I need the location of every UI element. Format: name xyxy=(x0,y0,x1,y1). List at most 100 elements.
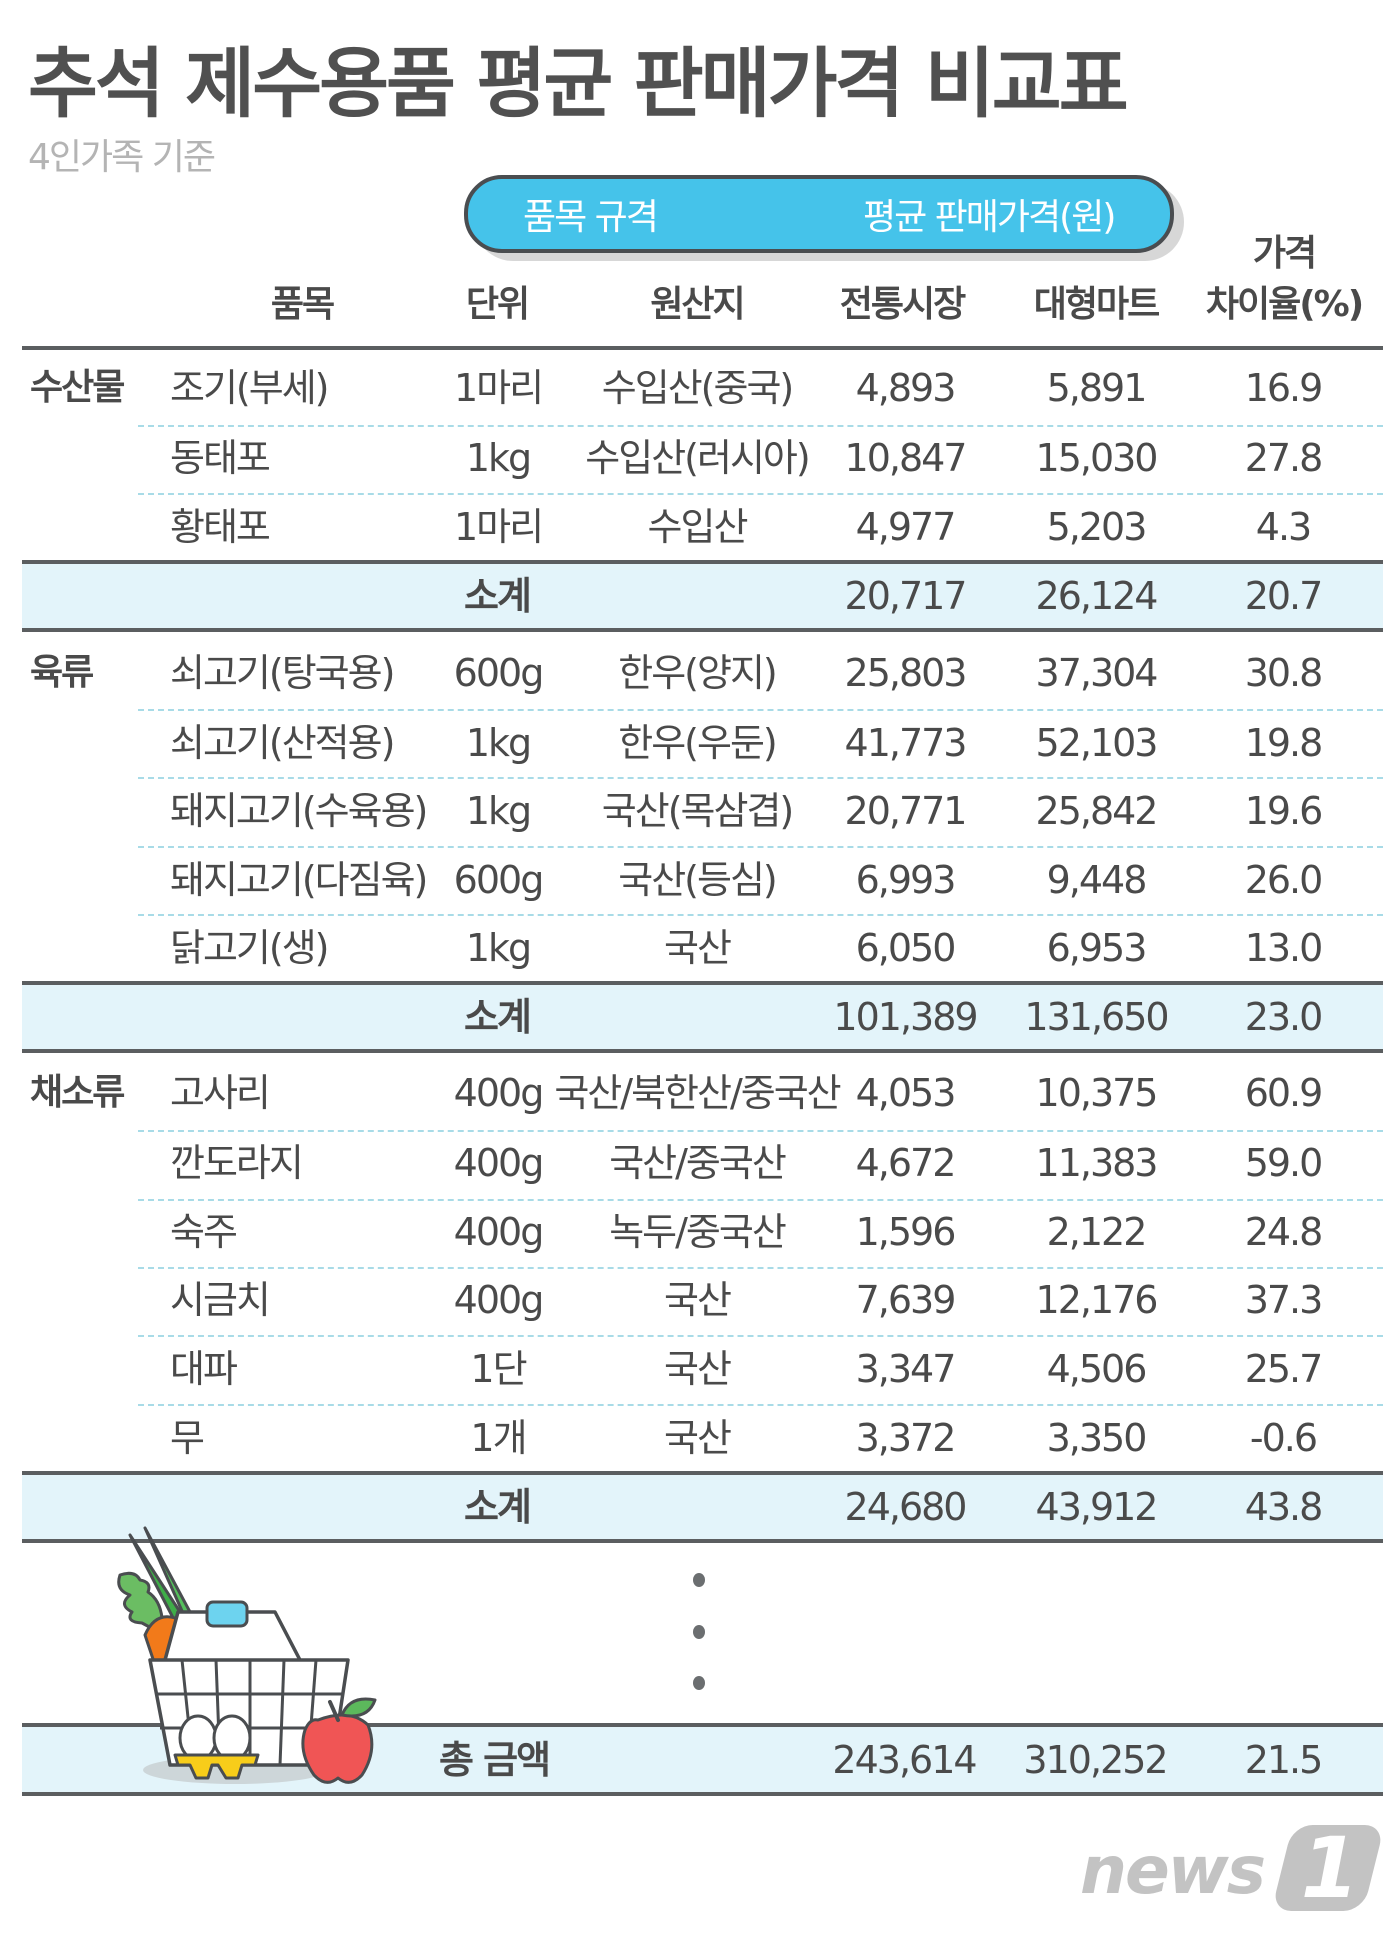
origin: 국산/중국산 xyxy=(609,1141,787,1185)
subtotal-rule-top xyxy=(22,981,1383,985)
subtotal-band xyxy=(22,562,1383,630)
row-divider xyxy=(138,777,1383,779)
origin: 국산 xyxy=(664,926,732,970)
item-name: 닭고기(생) xyxy=(170,926,329,970)
subtotal-traditional: 24,680 xyxy=(844,1485,968,1529)
mart-price: 5,203 xyxy=(1046,505,1148,549)
item-name: 숙주 xyxy=(170,1210,238,1254)
item-name: 돼지고기(수육용) xyxy=(170,789,428,833)
ellipsis-dot xyxy=(693,1573,705,1587)
item-name: 시금치 xyxy=(170,1278,271,1322)
traditional-price: 6,050 xyxy=(855,926,957,970)
traditional-price: 6,993 xyxy=(855,858,957,902)
row-divider xyxy=(138,846,1383,848)
item-name: 깐도라지 xyxy=(170,1141,304,1185)
traditional-price: 41,773 xyxy=(844,721,968,765)
mart-price: 3,350 xyxy=(1046,1416,1148,1460)
mart-price: 5,891 xyxy=(1046,366,1148,410)
unit: 600g xyxy=(453,651,545,695)
traditional-price: 1,596 xyxy=(855,1210,957,1254)
mart-price: 25,842 xyxy=(1035,789,1159,833)
item-name: 조기(부세) xyxy=(170,366,329,410)
ellipsis-dot xyxy=(693,1625,705,1639)
item-name: 황태포 xyxy=(170,505,271,549)
news-logo-text: news xyxy=(1080,1832,1266,1909)
item-name: 쇠고기(탕국용) xyxy=(170,651,395,695)
group-label-spec: 품목 규격 xyxy=(523,197,659,238)
subtotal-label: 소계 xyxy=(464,574,532,618)
subtotal-mart: 43,912 xyxy=(1035,1485,1159,1529)
subtotal-mart: 26,124 xyxy=(1035,574,1159,618)
item-name: 대파 xyxy=(170,1347,238,1391)
traditional-price: 25,803 xyxy=(844,651,968,695)
header-rule xyxy=(22,346,1383,350)
origin: 수입산(러시아) xyxy=(585,436,810,480)
column-header-large-mart: 대형마트 xyxy=(1033,284,1160,326)
origin: 국산/북한산/중국산 xyxy=(554,1071,841,1115)
traditional-price: 3,372 xyxy=(855,1416,957,1460)
column-header-item: 품목 xyxy=(270,284,335,326)
mart-price: 11,383 xyxy=(1035,1141,1159,1185)
subtotal-band xyxy=(22,983,1383,1051)
subtotal-rule-bottom xyxy=(22,1049,1383,1053)
price-diff: 13.0 xyxy=(1244,926,1324,970)
column-header-diff-line2: 차이율(%) xyxy=(1205,284,1364,326)
row-divider xyxy=(138,1267,1383,1269)
traditional-price: 4,893 xyxy=(855,366,957,410)
mart-price: 2,122 xyxy=(1046,1210,1148,1254)
unit: 1kg xyxy=(465,789,532,833)
row-divider xyxy=(138,709,1383,711)
column-header-unit: 단위 xyxy=(465,284,530,326)
mart-price: 52,103 xyxy=(1035,721,1159,765)
row-divider xyxy=(138,1199,1383,1201)
traditional-price: 4,053 xyxy=(855,1071,957,1115)
price-diff: 30.8 xyxy=(1244,651,1324,695)
price-diff: 60.9 xyxy=(1244,1071,1324,1115)
total-traditional: 243,614 xyxy=(832,1738,977,1782)
row-divider xyxy=(138,493,1383,495)
price-diff: 25.7 xyxy=(1244,1347,1324,1391)
unit: 1kg xyxy=(465,926,532,970)
unit: 1마리 xyxy=(453,505,544,549)
unit: 400g xyxy=(453,1071,545,1115)
unit: 1마리 xyxy=(453,366,544,410)
row-divider xyxy=(138,1335,1383,1337)
origin: 국산 xyxy=(664,1347,732,1391)
unit: 600g xyxy=(453,858,545,902)
origin: 국산(등심) xyxy=(618,858,777,902)
column-header-origin: 원산지 xyxy=(650,284,745,326)
category-label: 채소류 xyxy=(30,1072,125,1113)
subtotal-label: 소계 xyxy=(464,995,532,1039)
origin: 국산(목삼겹) xyxy=(601,789,794,833)
traditional-price: 4,672 xyxy=(855,1141,957,1185)
price-diff: 16.9 xyxy=(1244,366,1324,410)
unit: 1단 xyxy=(470,1347,527,1391)
mart-price: 15,030 xyxy=(1035,436,1159,480)
shopping-basket-icon xyxy=(117,1526,377,1784)
news-logo-number: 1 xyxy=(1300,1819,1360,1917)
row-divider xyxy=(138,1130,1383,1132)
price-diff: 19.8 xyxy=(1244,721,1324,765)
subtotal-rule-top xyxy=(22,1471,1383,1475)
mart-price: 10,375 xyxy=(1035,1071,1159,1115)
category-label: 수산물 xyxy=(30,367,125,408)
unit: 1개 xyxy=(470,1416,527,1460)
traditional-price: 3,347 xyxy=(855,1347,957,1391)
page-title: 추석 제수용품 평균 판매가격 비교표 xyxy=(28,39,1129,128)
mart-price: 12,176 xyxy=(1035,1278,1159,1322)
subtotal-rule-bottom xyxy=(22,628,1383,632)
mart-price: 4,506 xyxy=(1046,1347,1148,1391)
traditional-price: 20,771 xyxy=(844,789,968,833)
price-diff: -0.6 xyxy=(1249,1416,1318,1460)
unit: 1kg xyxy=(465,436,532,480)
unit: 400g xyxy=(453,1210,545,1254)
total-mart: 310,252 xyxy=(1023,1738,1168,1782)
row-divider xyxy=(138,425,1383,427)
subtotal-label: 소계 xyxy=(464,1485,532,1529)
ellipsis-dot xyxy=(693,1676,705,1690)
subtotal-rule-top xyxy=(22,560,1383,564)
item-name: 돼지고기(다짐육) xyxy=(170,858,428,902)
traditional-price: 10,847 xyxy=(844,436,968,480)
item-name: 동태포 xyxy=(170,436,271,480)
mart-price: 37,304 xyxy=(1035,651,1159,695)
